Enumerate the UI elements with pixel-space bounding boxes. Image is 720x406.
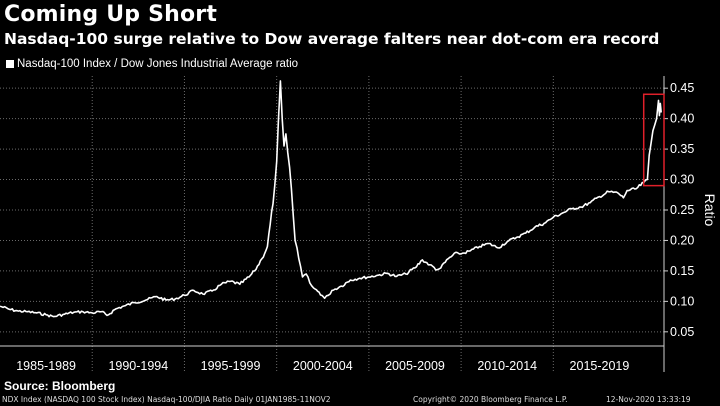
- x-tick-label: 2010-2014: [477, 359, 537, 373]
- y-tick-label: 0.35: [670, 142, 694, 156]
- highlight-box: [642, 93, 665, 187]
- x-tick-label: 2005-2009: [385, 359, 445, 373]
- y-tick-label: 0.15: [670, 264, 694, 278]
- x-tick-label: 2000-2004: [293, 359, 353, 373]
- x-tick-label: 2015-2019: [570, 359, 630, 373]
- y-tick-label: 0.40: [670, 112, 694, 126]
- series-line: [0, 80, 662, 318]
- x-tick-label: 1985-1989: [16, 359, 76, 373]
- legend-label: Nasdaq-100 Index / Dow Jones Industrial …: [17, 58, 299, 70]
- source-label: Source: Bloomberg: [4, 379, 116, 393]
- y-tick-label: 0.20: [670, 233, 694, 247]
- y-tick-label: 0.45: [670, 81, 694, 95]
- timestamp-text: 12-Nov-2020 13:33:19: [606, 395, 691, 404]
- y-tick-label: 0.30: [670, 173, 694, 187]
- y-tick-label: 0.25: [670, 203, 694, 217]
- copyright-text: Copyright© 2020 Bloomberg Finance L.P.: [413, 395, 568, 404]
- legend: Nasdaq-100 Index / Dow Jones Industrial …: [6, 58, 298, 70]
- x-tick-label: 1990-1994: [108, 359, 168, 373]
- footer-bar: NDX Index (NASDAQ 100 Stock Index) Nasda…: [0, 394, 720, 406]
- chart-subtitle: Nasdaq-100 surge relative to Dow average…: [4, 30, 660, 48]
- ticker-info: NDX Index (NASDAQ 100 Stock Index) Nasda…: [2, 395, 331, 404]
- x-tick-label: 1995-1999: [201, 359, 261, 373]
- y-tick-label: 0.10: [670, 294, 694, 308]
- y-tick-label: 0.05: [670, 325, 694, 339]
- y-axis-title: Ratio: [702, 194, 718, 227]
- chart-title: Coming Up Short: [4, 2, 218, 27]
- legend-swatch: [6, 60, 14, 68]
